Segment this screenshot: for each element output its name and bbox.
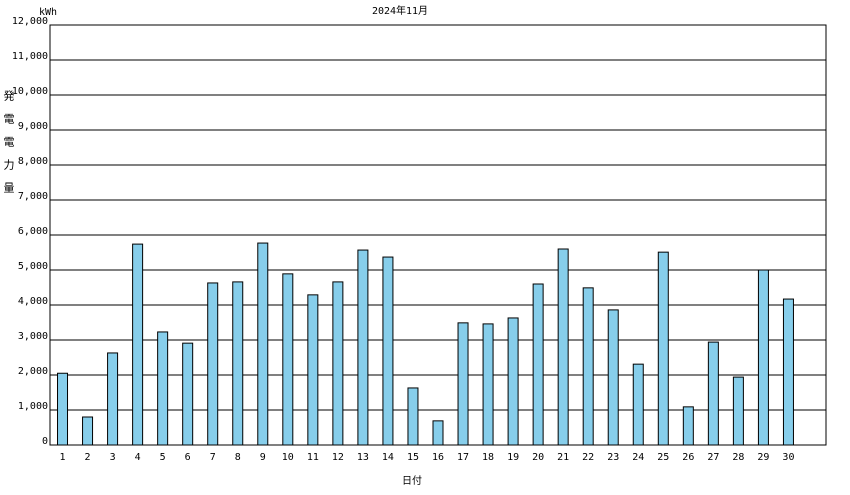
x-tick-label: 4: [135, 452, 141, 463]
bar: [232, 281, 244, 446]
x-tick-label: 10: [282, 452, 294, 463]
bar: [107, 352, 119, 446]
y-tick-label: 3,000: [18, 331, 48, 342]
x-tick-label: 14: [382, 452, 394, 463]
bar: [332, 281, 344, 446]
bar: [507, 317, 519, 446]
y-tick-label: 12,000: [12, 16, 48, 27]
y-tick-label: 0: [42, 436, 48, 447]
bar: [707, 341, 719, 446]
bar: [382, 256, 394, 446]
x-tick-label: 21: [557, 452, 569, 463]
x-tick-label: 18: [482, 452, 494, 463]
bar: [657, 251, 669, 446]
bar: [432, 420, 444, 446]
bar: [207, 282, 219, 446]
chart-title: 2024年11月: [372, 4, 428, 17]
y-tick-label: 10,000: [12, 86, 48, 97]
bar: [257, 242, 269, 446]
y-tick-label: 1,000: [18, 401, 48, 412]
x-tick-label: 9: [260, 452, 266, 463]
x-tick-label: 27: [707, 452, 719, 463]
x-tick-label: 23: [607, 452, 619, 463]
x-tick-label: 11: [307, 452, 319, 463]
x-tick-label: 28: [732, 452, 744, 463]
bar: [407, 387, 419, 446]
x-tick-label: 15: [407, 452, 419, 463]
x-tick-label: 20: [532, 452, 544, 463]
y-tick-label: 7,000: [18, 191, 48, 202]
y-tick-label: 2,000: [18, 366, 48, 377]
bar: [182, 342, 194, 446]
bar: [82, 416, 94, 446]
y-axis-label: 発電電力量: [2, 89, 15, 205]
x-tick-label: 29: [757, 452, 769, 463]
bar: [157, 331, 169, 446]
y-tick-label: 8,000: [18, 156, 48, 167]
bar: [282, 273, 294, 446]
bar: [532, 283, 544, 446]
y-tick-label: 9,000: [18, 121, 48, 132]
bar: [782, 298, 794, 446]
x-tick-label: 17: [457, 452, 469, 463]
y-unit: kWh: [39, 7, 57, 18]
x-tick-label: 5: [160, 452, 166, 463]
x-tick-label: 6: [185, 452, 191, 463]
x-tick-label: 22: [582, 452, 594, 463]
bar: [482, 323, 494, 446]
x-tick-label: 19: [507, 452, 519, 463]
x-tick-label: 8: [235, 452, 241, 463]
x-tick-label: 2: [85, 452, 91, 463]
bar: [307, 294, 319, 446]
bar: [457, 322, 469, 446]
bar: [632, 363, 644, 446]
bar: [607, 309, 619, 446]
bar: [757, 269, 769, 446]
x-tick-label: 25: [657, 452, 669, 463]
x-tick-label: 3: [110, 452, 116, 463]
x-axis-label: 日付: [402, 474, 422, 487]
x-tick-label: 13: [357, 452, 369, 463]
x-tick-label: 16: [432, 452, 444, 463]
bar: [732, 376, 744, 446]
x-tick-label: 12: [332, 452, 344, 463]
bar: [682, 406, 694, 446]
x-tick-label: 26: [682, 452, 694, 463]
bar: [57, 372, 69, 446]
bar: [582, 287, 594, 446]
y-tick-label: 5,000: [18, 261, 48, 272]
bar: [132, 243, 144, 446]
x-tick-label: 24: [632, 452, 644, 463]
x-tick-label: 1: [60, 452, 66, 463]
bar: [557, 248, 569, 446]
bar: [357, 249, 369, 446]
y-tick-label: 6,000: [18, 226, 48, 237]
y-tick-label: 4,000: [18, 296, 48, 307]
y-tick-label: 11,000: [12, 51, 48, 62]
x-tick-label: 30: [782, 452, 794, 463]
x-tick-label: 7: [210, 452, 216, 463]
